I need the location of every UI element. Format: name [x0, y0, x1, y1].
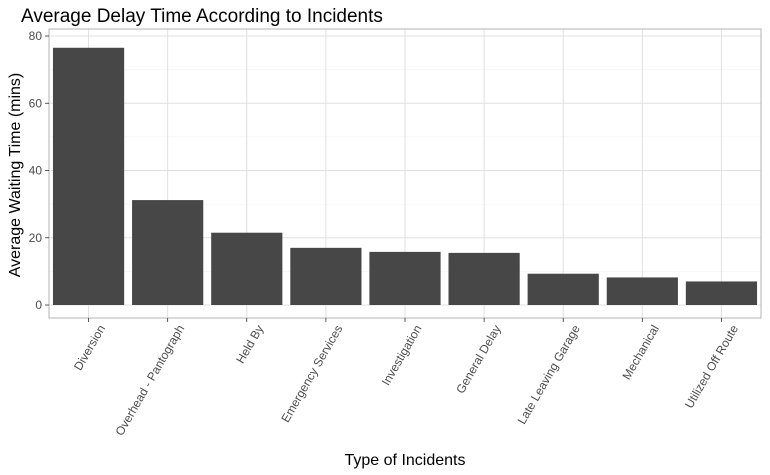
- y-axis-title: Average Waiting Time (mins): [7, 73, 24, 278]
- bar-diversion: [52, 47, 125, 306]
- x-tick-label: Utilized Off Route: [682, 322, 741, 411]
- y-tick-label: 20: [29, 231, 43, 245]
- bar-late-leaving-garage: [527, 273, 599, 305]
- bar-mechanical: [606, 277, 678, 305]
- bar-emergency-services: [290, 247, 362, 305]
- y-tick-label: 80: [29, 29, 43, 43]
- bar-general-delay: [448, 252, 520, 305]
- bar-held-by: [211, 232, 283, 305]
- x-tick-label: Emergency Services: [278, 323, 345, 425]
- x-tick-label: Held By: [233, 323, 266, 366]
- plot-area: 0 20 40 60 80 Diversion Overhead - Pantograph H…: [29, 28, 762, 439]
- y-tick-label: 0: [35, 298, 42, 312]
- x-tick-label: Investigation: [379, 323, 425, 388]
- x-tick-label: General Delay: [453, 322, 503, 395]
- x-tick-label: Overhead - Pantograph: [112, 323, 187, 439]
- chart-title: Average Delay Time According to Incident…: [21, 6, 383, 27]
- x-tick-label: Mechanical: [619, 323, 661, 383]
- y-tick-label: 40: [29, 164, 43, 178]
- bar-investigation: [369, 251, 441, 305]
- bar-overhead-pantograph: [132, 200, 204, 305]
- bar-utilized-off-route: [685, 281, 758, 305]
- x-tick-label: Late Leaving Garage: [515, 322, 583, 426]
- y-tick-label: 60: [29, 96, 43, 110]
- x-axis-title: Type of Incidents: [345, 452, 466, 469]
- x-tick-label: Diversion: [71, 323, 108, 373]
